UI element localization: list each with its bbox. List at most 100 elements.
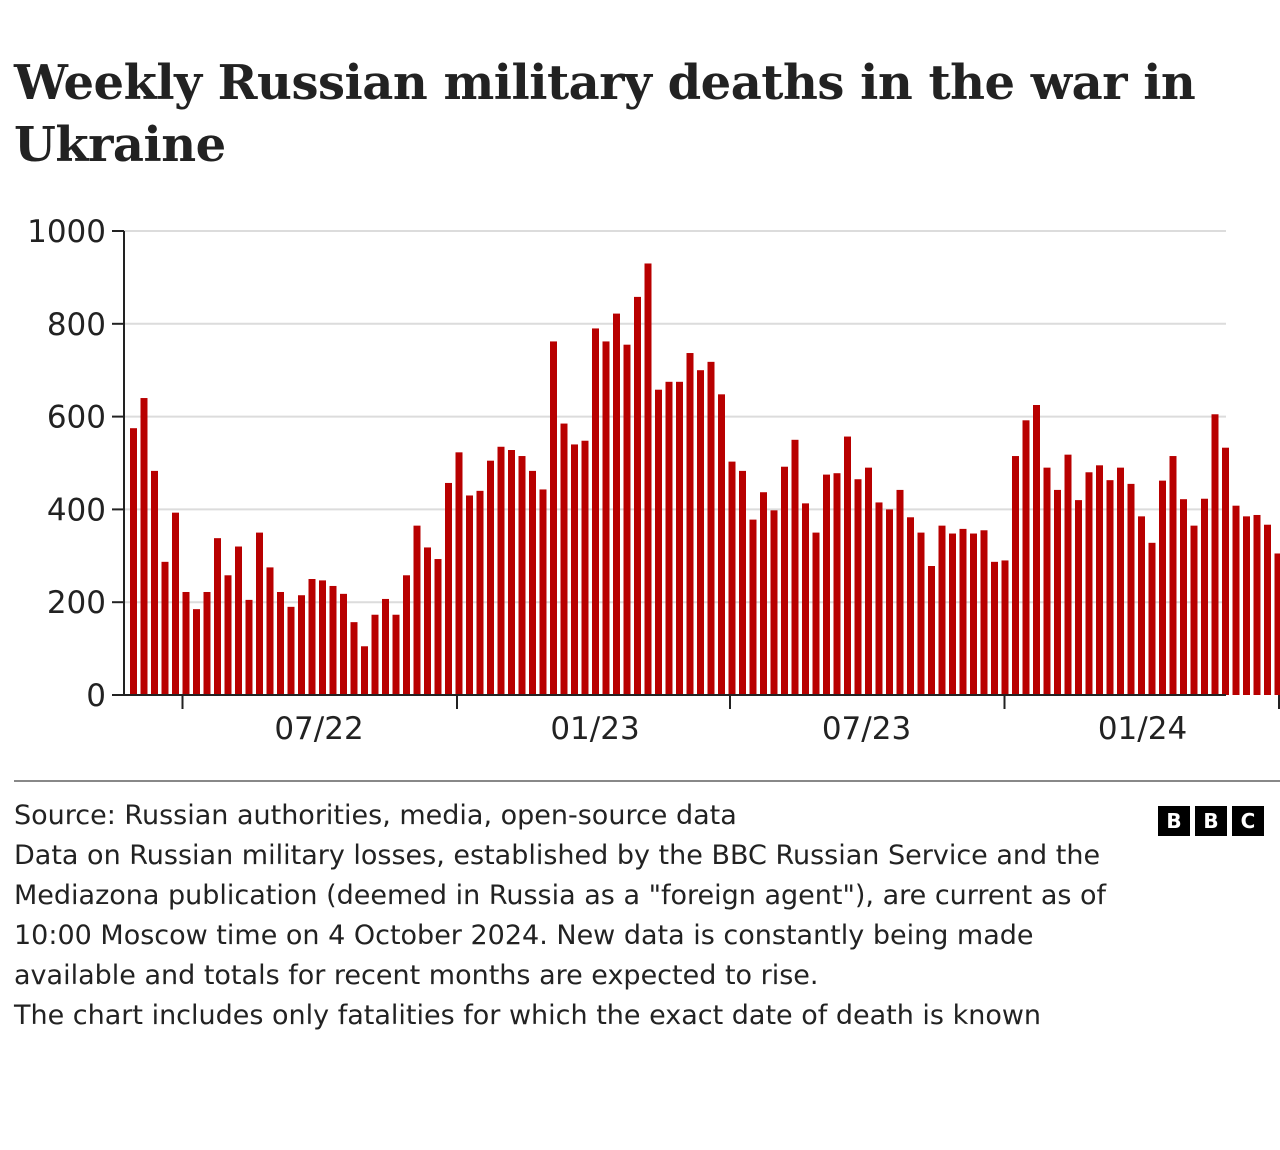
bar: [1243, 516, 1250, 695]
bar: [1159, 480, 1166, 695]
bar: [1106, 480, 1114, 695]
bar: [256, 532, 263, 695]
bar: [1012, 456, 1019, 695]
bar: [130, 428, 137, 695]
bar: [812, 532, 820, 695]
bar: [854, 479, 862, 695]
bar: [245, 599, 253, 695]
bar: [697, 370, 704, 695]
bar: [917, 532, 925, 695]
bar: [907, 517, 914, 695]
footer-divider: [14, 780, 1280, 782]
bar: [875, 502, 883, 695]
bar: [1180, 499, 1187, 695]
bar: [434, 559, 442, 695]
bar: [896, 489, 904, 695]
bar: [802, 503, 809, 695]
x-tick-label: 01/23: [550, 711, 639, 747]
bar: [529, 470, 536, 695]
bar: [833, 473, 841, 695]
bar: [1190, 525, 1198, 695]
bar: [350, 622, 358, 695]
bar: [413, 525, 421, 695]
bar: [1169, 456, 1177, 695]
bbc-logo: B B C: [1158, 806, 1264, 836]
bar: [928, 566, 935, 695]
bar: [508, 450, 515, 695]
bar: [1274, 553, 1280, 695]
bar: [455, 452, 463, 695]
bar: [1022, 420, 1030, 695]
x-tick-label: 07/23: [822, 711, 911, 747]
bar: [634, 296, 641, 695]
bar: [571, 444, 578, 695]
bar: [1085, 472, 1093, 695]
bar: [686, 353, 694, 695]
y-tick-label: 1000: [27, 214, 106, 250]
bar: [287, 606, 295, 695]
bar: [886, 509, 893, 695]
logo-letter-b2: B: [1195, 806, 1227, 836]
bar: [193, 609, 200, 695]
source-note: Source: Russian authorities, media, open…: [14, 800, 737, 831]
y-tick-label: 400: [47, 492, 106, 528]
x-tick-label: 07/22: [274, 711, 363, 747]
bar: [1117, 467, 1124, 695]
bar: [539, 489, 547, 695]
bar: [781, 466, 788, 695]
bar: [560, 423, 568, 695]
bar: [361, 646, 368, 695]
bar: [739, 470, 746, 695]
bar: [613, 313, 620, 695]
bar: [970, 533, 977, 695]
bar: [1148, 542, 1156, 695]
bar: [1232, 505, 1240, 695]
bar: [938, 525, 946, 695]
bar: [844, 436, 851, 695]
bar: [991, 561, 998, 695]
bar: [182, 591, 190, 695]
bar: [1096, 465, 1103, 695]
data-note: Data on Russian military losses, establi…: [14, 840, 1107, 991]
bar: [203, 591, 211, 695]
bar: [550, 341, 557, 695]
bar: [392, 614, 400, 695]
tick-labels: 0200400600800100007/2201/2307/2301/2407/…: [27, 214, 1187, 747]
bar: [382, 598, 389, 695]
bar-chart: 0200400600800100007/2201/2307/2301/2407/…: [27, 214, 1280, 747]
bar: [791, 439, 799, 695]
bar: [214, 538, 221, 695]
bar: [140, 398, 148, 695]
bar: [1138, 516, 1145, 695]
bar: [1054, 489, 1061, 695]
bar: [298, 595, 305, 695]
bar: [1211, 414, 1219, 695]
bar: [823, 474, 830, 695]
bar: [424, 547, 431, 695]
bar: [277, 591, 284, 695]
bar: [865, 467, 872, 695]
y-tick-label: 600: [47, 400, 106, 436]
bar: [1033, 405, 1040, 695]
bar: [665, 381, 673, 695]
bar: [487, 460, 494, 695]
bar: [1043, 467, 1051, 695]
bar: [644, 263, 652, 695]
bar: [1201, 498, 1208, 695]
bar: [1001, 560, 1009, 695]
bar: [1075, 500, 1082, 695]
bar: [161, 561, 169, 695]
bar-series: [130, 263, 1280, 695]
gridlines: [124, 230, 1226, 604]
bar: [445, 482, 452, 695]
bar: [1222, 447, 1229, 695]
bar: [623, 344, 631, 695]
bar: [235, 546, 242, 695]
chart-footer: Source: Russian authorities, media, open…: [14, 796, 1134, 1036]
bar: [949, 533, 956, 695]
bar: [266, 567, 274, 695]
bar: [476, 490, 484, 695]
y-tick-label: 800: [47, 307, 106, 343]
bar: [959, 528, 967, 695]
bar: [655, 389, 662, 695]
